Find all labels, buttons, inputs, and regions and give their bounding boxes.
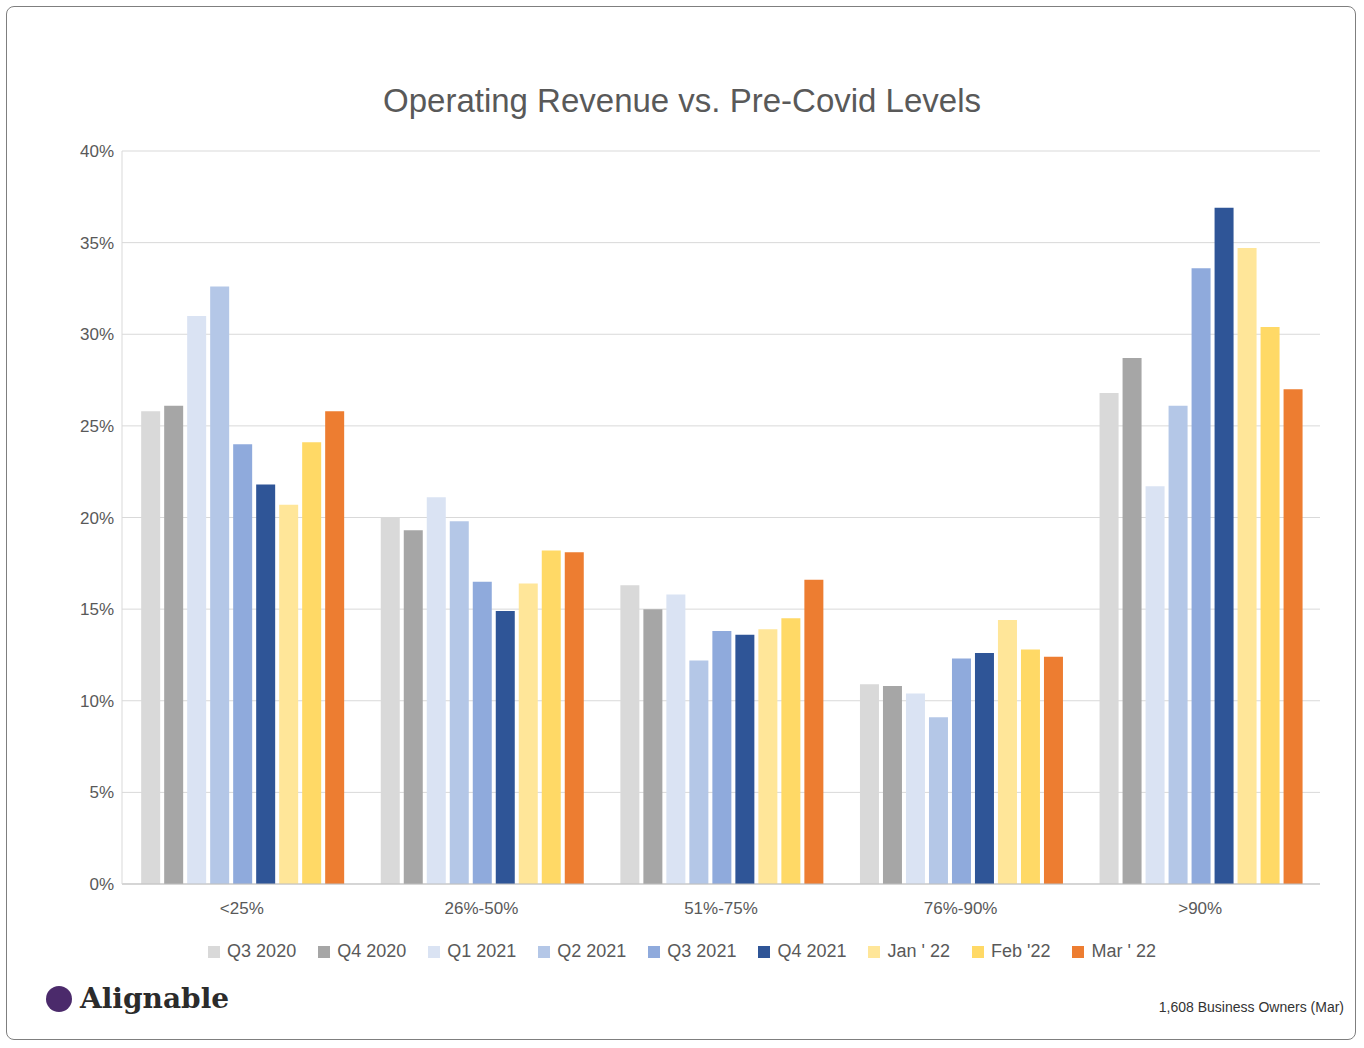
html-text:Q1 2021: Q1 2021: [447, 941, 517, 961]
html-text:Q3 2020: Q3 2020: [227, 941, 297, 961]
html-text:Q4 2021: Q4 2021: [777, 941, 847, 961]
svg-text:51%-75%: 51%-75%: [684, 899, 758, 918]
svg-text:15%: 15%: [80, 600, 114, 619]
html-text:Feb '22: Feb '22: [991, 941, 1051, 961]
html-text:Q4 2020: Q4 2020: [337, 941, 407, 961]
svg-text:30%: 30%: [80, 325, 114, 344]
svg-text:35%: 35%: [80, 234, 114, 253]
svg-text:5%: 5%: [89, 783, 114, 802]
html-text:Jan ' 22: Jan ' 22: [887, 941, 950, 961]
svg-text:25%: 25%: [80, 417, 114, 436]
svg-text:>90%: >90%: [1178, 899, 1222, 918]
html-text:Alignable: Alignable: [80, 982, 230, 1015]
html-text:Q3 2021: Q3 2021: [667, 941, 737, 961]
html-text:Mar ' 22: Mar ' 22: [1091, 941, 1156, 961]
svg-text:76%-90%: 76%-90%: [924, 899, 998, 918]
html-text:Q2 2021: Q2 2021: [557, 941, 627, 961]
svg-text:<25%: <25%: [220, 899, 264, 918]
svg-text:26%-50%: 26%-50%: [445, 899, 519, 918]
svg-text:40%: 40%: [80, 142, 114, 161]
html-text:1,608 Business Owners (Mar): 1,608 Business Owners (Mar): [1158, 999, 1344, 1015]
svg-text:10%: 10%: [80, 692, 114, 711]
svg-text:0%: 0%: [89, 875, 114, 894]
svg-text:20%: 20%: [80, 509, 114, 528]
html-text:Operating Revenue vs. Pre-Covi: Operating Revenue vs. Pre-Covid Levels: [383, 82, 981, 119]
